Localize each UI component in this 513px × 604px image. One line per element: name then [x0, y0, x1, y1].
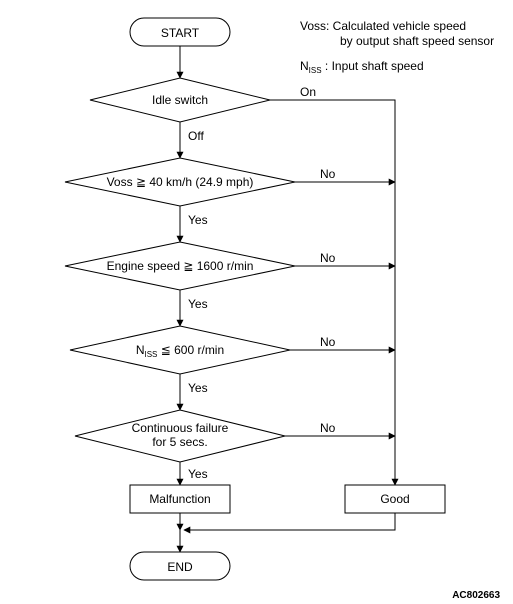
idle-decision: Idle switch [90, 78, 270, 122]
legend-niss: NISS : Input shaft speed [300, 59, 424, 75]
niss-decision: NISS ≦ 600 r/min [70, 326, 290, 374]
voss-decision: Voss ≧ 40 km/h (24.9 mph) [65, 158, 295, 206]
svg-text:END: END [167, 560, 193, 574]
svg-text:for 5 secs.: for 5 secs. [152, 435, 207, 449]
svg-text:START: START [161, 26, 200, 40]
idle-on-label: On [300, 85, 316, 99]
good-node: Good [345, 485, 445, 513]
continuous-no-label: No [320, 421, 336, 435]
svg-text:Good: Good [380, 492, 409, 506]
malfunction-node: Malfunction [130, 485, 230, 513]
svg-text:Voss ≧ 40 km/h (24.9 mph): Voss ≧ 40 km/h (24.9 mph) [107, 175, 254, 189]
continuous-yes-label: Yes [188, 467, 208, 481]
end-node: END [130, 552, 230, 580]
niss-no-label: No [320, 335, 336, 349]
voss-no-label: No [320, 167, 336, 181]
niss-yes-label: Yes [188, 381, 208, 395]
engine-decision: Engine speed ≧ 1600 r/min [65, 242, 295, 290]
engine-no-label: No [320, 251, 336, 265]
continuous-decision: Continuous failure for 5 secs. [75, 410, 285, 462]
svg-text:Idle switch: Idle switch [152, 93, 208, 107]
svg-text:Continuous failure: Continuous failure [132, 421, 229, 435]
idle-off-label: Off [188, 129, 204, 143]
voss-yes-label: Yes [188, 213, 208, 227]
legend-voss-1: Voss: Calculated vehicle speed [300, 19, 466, 33]
legend-voss-2: by output shaft speed sensor [340, 34, 494, 48]
footer-code: AC802663 [452, 590, 500, 601]
svg-text:Malfunction: Malfunction [149, 492, 210, 506]
start-node: START [130, 18, 230, 46]
svg-text:Engine speed ≧ 1600 r/min: Engine speed ≧ 1600 r/min [107, 259, 254, 273]
engine-yes-label: Yes [188, 297, 208, 311]
